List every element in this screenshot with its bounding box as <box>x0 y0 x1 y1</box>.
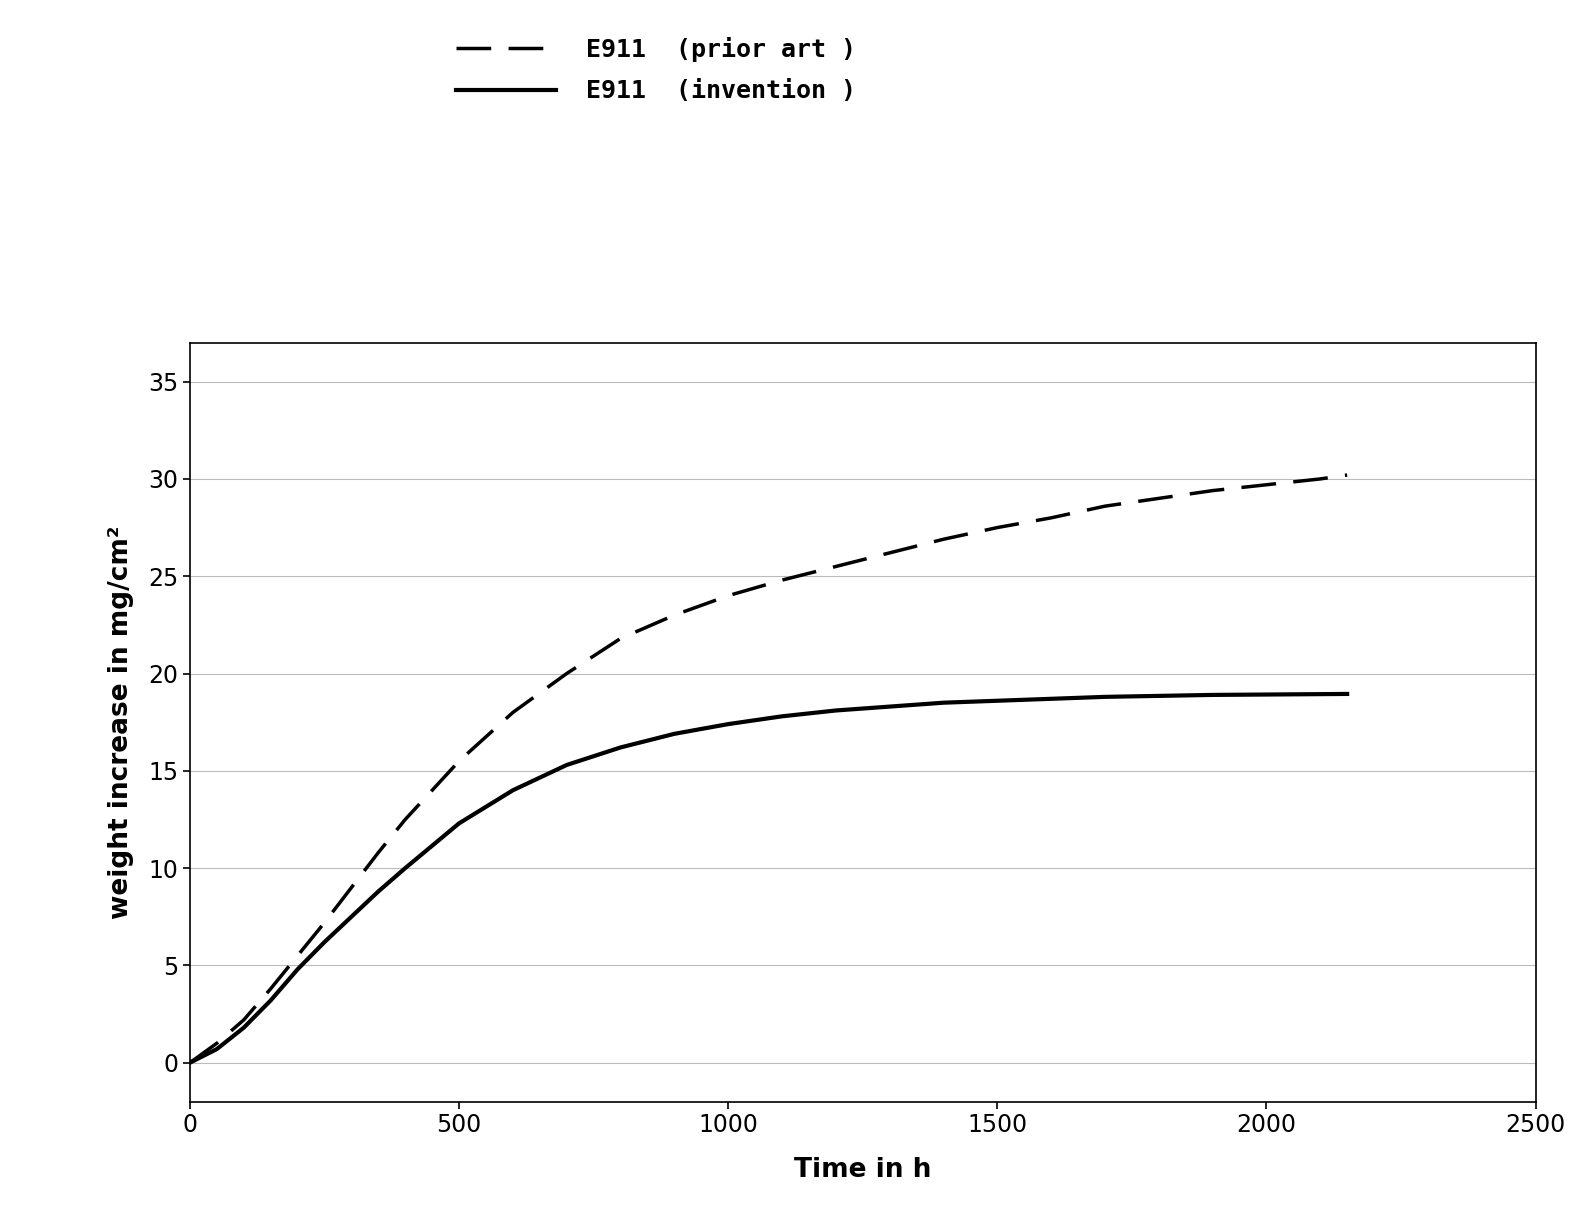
Legend: E911  (prior art ), E911  (invention ): E911 (prior art ), E911 (invention ) <box>456 37 856 104</box>
Y-axis label: weight increase in mg/cm²: weight increase in mg/cm² <box>108 525 135 919</box>
X-axis label: Time in h: Time in h <box>795 1157 931 1182</box>
